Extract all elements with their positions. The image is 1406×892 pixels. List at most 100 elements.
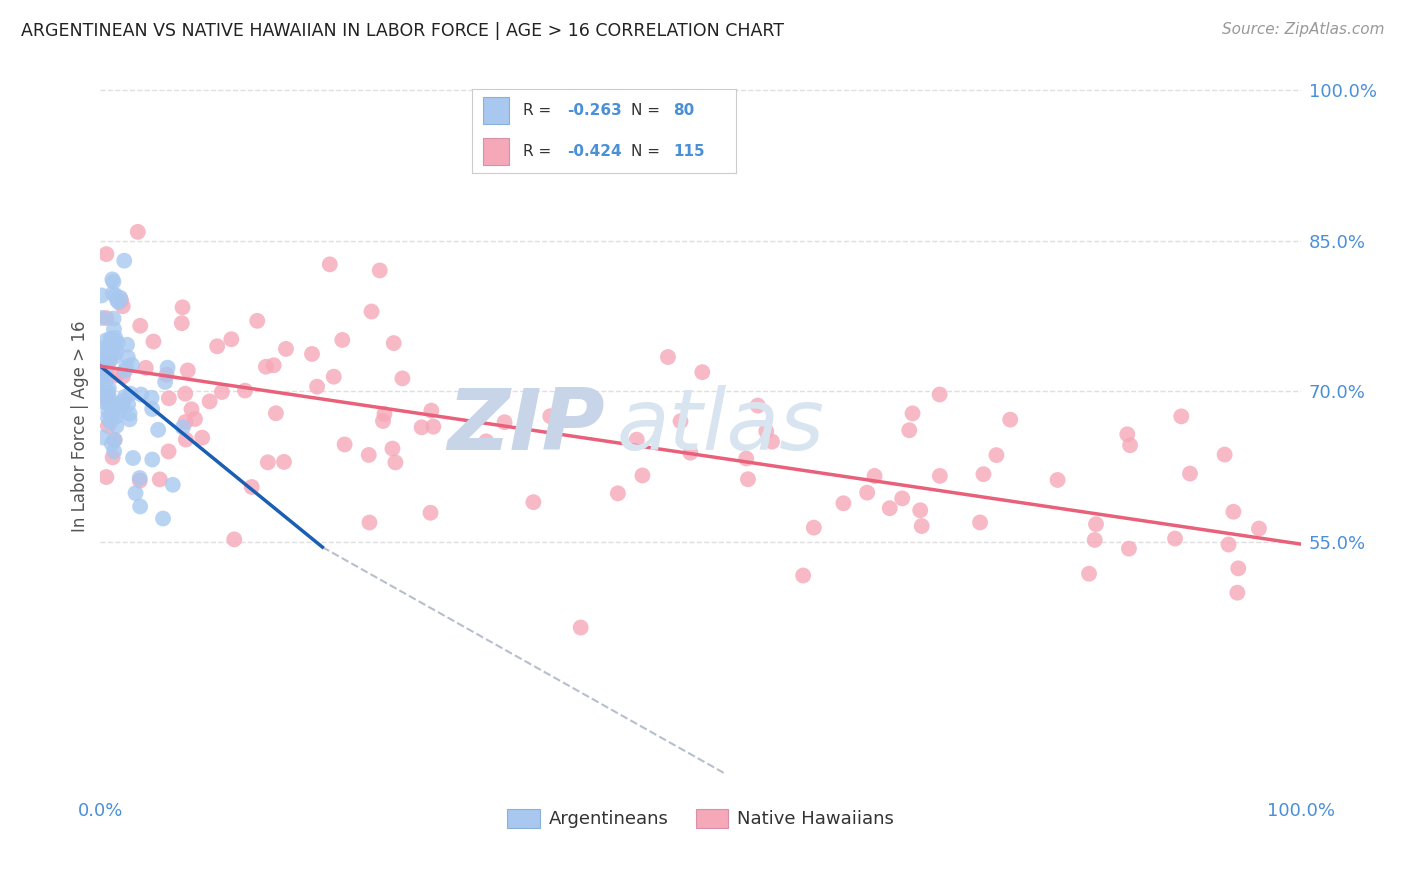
Point xyxy=(93,430,115,444)
Point xyxy=(90,394,112,409)
Point xyxy=(264,406,287,420)
Point xyxy=(90,353,112,368)
Point xyxy=(94,382,117,396)
Point xyxy=(1218,537,1240,551)
Point xyxy=(135,360,157,375)
Point xyxy=(263,358,285,372)
Point xyxy=(972,467,994,482)
Point xyxy=(97,411,120,425)
Point xyxy=(114,390,136,404)
Point xyxy=(522,495,544,509)
Point xyxy=(1000,412,1022,426)
Point xyxy=(735,451,758,466)
Point xyxy=(162,477,184,491)
Point xyxy=(381,442,404,456)
Point xyxy=(180,402,202,417)
Point xyxy=(111,369,134,384)
Point xyxy=(111,399,134,413)
Point xyxy=(118,407,141,421)
Point xyxy=(205,339,228,353)
Point xyxy=(115,360,138,375)
Point xyxy=(98,345,121,359)
Point xyxy=(969,516,991,530)
Point xyxy=(104,397,127,411)
Point xyxy=(792,568,814,582)
Point xyxy=(108,404,131,418)
Point xyxy=(101,286,124,301)
Point xyxy=(97,397,120,411)
Point xyxy=(156,360,179,375)
Point xyxy=(419,506,441,520)
Point xyxy=(411,420,433,434)
Point xyxy=(391,371,413,385)
Point xyxy=(357,448,380,462)
Point xyxy=(98,395,121,409)
Point xyxy=(233,384,256,398)
Point xyxy=(96,311,118,326)
Point xyxy=(100,331,122,345)
Point xyxy=(104,288,127,302)
Point xyxy=(198,394,221,409)
Point xyxy=(359,516,381,530)
Point xyxy=(141,391,163,405)
Point xyxy=(103,433,125,447)
Point xyxy=(101,436,124,450)
Point xyxy=(105,409,128,424)
Point xyxy=(97,405,120,419)
Point xyxy=(115,337,138,351)
Point xyxy=(322,369,344,384)
Point xyxy=(97,342,120,356)
Y-axis label: In Labor Force | Age > 16: In Labor Force | Age > 16 xyxy=(72,321,89,533)
Point xyxy=(103,275,125,289)
Point xyxy=(117,397,139,411)
Point xyxy=(103,343,125,357)
Point xyxy=(211,384,233,399)
Point xyxy=(1046,473,1069,487)
Point xyxy=(174,386,197,401)
Point xyxy=(124,486,146,500)
Point xyxy=(96,365,118,379)
Point xyxy=(1164,532,1187,546)
Point xyxy=(908,503,931,517)
Point xyxy=(191,431,214,445)
Point xyxy=(100,415,122,429)
Point xyxy=(221,332,243,346)
Point xyxy=(1222,505,1244,519)
Point xyxy=(928,387,950,401)
Point xyxy=(103,402,125,417)
Point xyxy=(256,455,278,469)
Point xyxy=(368,263,391,277)
Point xyxy=(98,351,121,365)
Point xyxy=(149,472,172,486)
Point xyxy=(1116,427,1139,442)
Point xyxy=(863,469,886,483)
Point xyxy=(360,304,382,318)
Point xyxy=(1078,566,1101,581)
Point xyxy=(96,470,118,484)
Point xyxy=(879,501,901,516)
Point xyxy=(129,318,152,333)
Point xyxy=(94,352,117,367)
Point xyxy=(93,341,115,355)
Point xyxy=(117,351,139,365)
Point xyxy=(1084,533,1107,547)
Point xyxy=(172,420,194,434)
Point xyxy=(104,433,127,447)
Legend: Argentineans, Native Hawaiians: Argentineans, Native Hawaiians xyxy=(499,802,901,836)
Point xyxy=(96,346,118,360)
Point xyxy=(631,468,654,483)
Point xyxy=(240,480,263,494)
Point xyxy=(669,414,692,428)
Point xyxy=(94,334,117,348)
Point xyxy=(254,359,277,374)
Point xyxy=(737,472,759,486)
Point xyxy=(103,444,125,458)
Point xyxy=(1178,467,1201,481)
Point xyxy=(141,452,163,467)
Point xyxy=(122,451,145,466)
Point xyxy=(986,448,1008,462)
Point xyxy=(273,455,295,469)
Point xyxy=(101,450,124,465)
Point xyxy=(105,368,128,383)
Point xyxy=(104,331,127,345)
